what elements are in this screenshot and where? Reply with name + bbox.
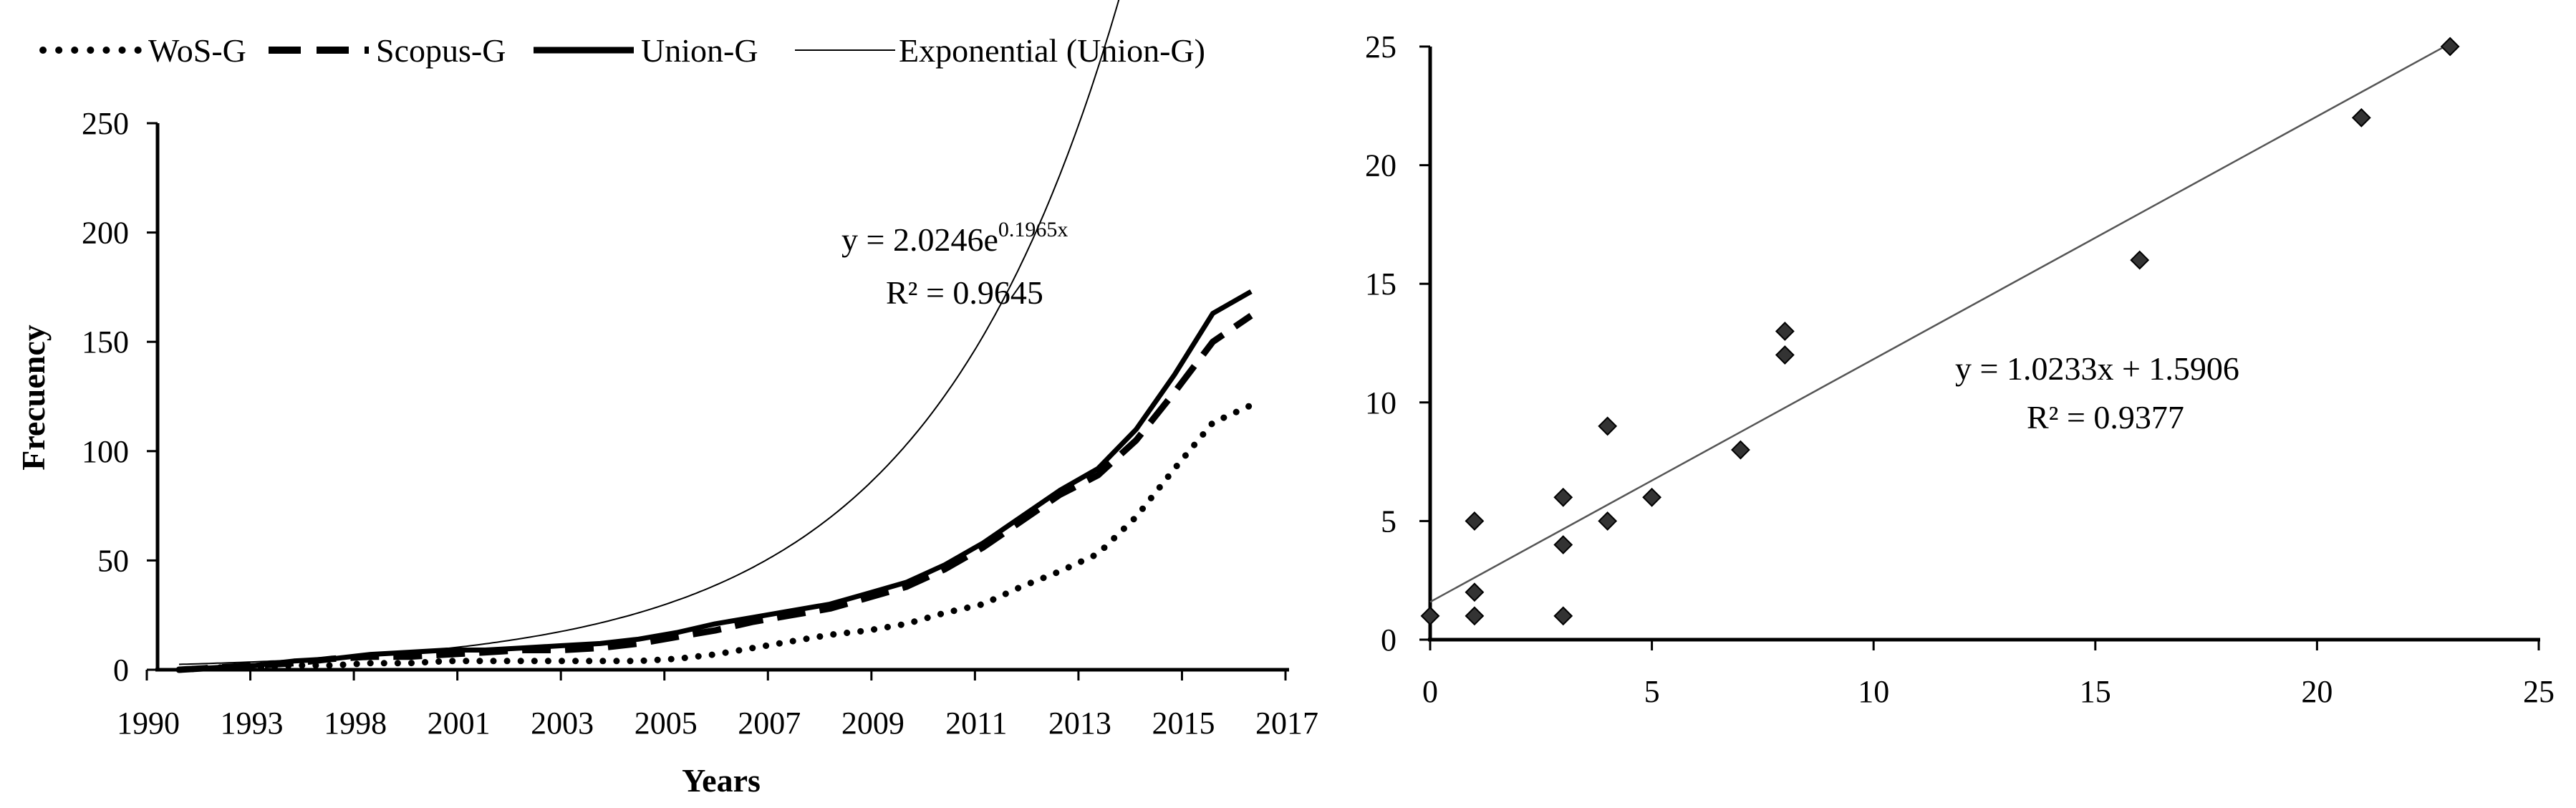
y-tick-label: 0: [1381, 622, 1396, 658]
trend-equation-base: y = 2.0246e: [841, 221, 998, 258]
line-chart: WoS-G Scopus-G Union-G Exponential (Unio…: [15, 0, 1318, 799]
scatter-point: [2351, 107, 2371, 128]
y-tick-label: 5: [1381, 504, 1396, 539]
scatter-point: [1420, 606, 1440, 626]
y-axis-ticks: 0 50 100 150 200 250: [82, 106, 158, 688]
y-tick-label: 0: [113, 653, 129, 688]
trend-r2-text: R² = 0.9377: [2027, 399, 2184, 436]
points-layer: [1420, 37, 2460, 626]
x-tick-label: 2015: [1152, 706, 1215, 741]
scatter-point: [1465, 511, 1485, 531]
trend-equation: y = 2.0246e0.1965x R² = 0.9645: [841, 218, 1068, 311]
y-axis-ticks: 0 5 10 15 20 25: [1365, 29, 1430, 658]
scatter-point: [1553, 487, 1573, 507]
legend-item-exponential-union-g: Exponential (Union-G): [795, 32, 1205, 69]
y-tick-label: 200: [82, 216, 129, 251]
scatter-point: [1642, 487, 1662, 507]
y-tick-label: 250: [82, 106, 129, 141]
y-tick-label: 100: [82, 434, 129, 469]
scatter-point: [1731, 440, 1750, 460]
scatter-point: [1553, 535, 1573, 554]
legend-label-wos-g: WoS-G: [148, 32, 246, 69]
legend-label-scopus-g: Scopus-G: [376, 32, 506, 69]
trendline-layer: [1429, 42, 2451, 603]
x-tick-label: 2009: [841, 706, 905, 741]
series-line-scopus-g: [178, 312, 1253, 673]
x-tick-label: 1993: [221, 706, 284, 741]
trend-equation: y = 1.0233x + 1.5906 R² = 0.9377: [1955, 350, 2239, 436]
y-tick-label: 50: [97, 543, 129, 578]
scatter-point: [1775, 345, 1795, 365]
y-tick-label: 10: [1365, 385, 1396, 420]
legend-label-union-g: Union-G: [641, 32, 758, 69]
y-tick-label: 25: [1365, 29, 1396, 64]
legend-label-exponential-union-g: Exponential (Union-G): [899, 32, 1205, 69]
x-tick-label: 1998: [324, 706, 387, 741]
x-tick-label: 1990: [117, 706, 180, 741]
y-tick-label: 20: [1365, 148, 1396, 183]
x-tick-label: 5: [1644, 674, 1660, 709]
x-tick-label: 0: [1422, 674, 1438, 709]
x-tick-label: 2003: [531, 706, 594, 741]
series-line-wos-g: [175, 402, 1255, 673]
scatter-point: [1465, 582, 1485, 602]
x-tick-label: 2011: [945, 706, 1007, 741]
x-tick-label: 20: [2301, 674, 2333, 709]
series-layer: [175, 0, 1255, 673]
trend-equation-text: y = 2.0246e0.1965x: [841, 218, 1068, 258]
scatter-chart: 0 5 10 15 20 25 0 5 10 15 20 25 y = 1.0233x + 1.59…: [1365, 29, 2555, 709]
x-tick-label: 2013: [1048, 706, 1111, 741]
scatter-point: [1598, 416, 1618, 436]
legend-item-union-g: Union-G: [534, 32, 758, 69]
scatter-point: [1775, 322, 1795, 341]
y-axis-title: Frecuency: [15, 324, 52, 471]
trend-r2-text: R² = 0.9645: [886, 274, 1043, 311]
scatter-point: [1598, 511, 1618, 531]
x-axis-title: Years: [682, 762, 761, 799]
legend-item-scopus-g: Scopus-G: [269, 32, 506, 69]
trendline: [1429, 42, 2451, 603]
scatter-point: [2440, 37, 2460, 57]
x-tick-label: 10: [1858, 674, 1889, 709]
scatter-point: [2130, 250, 2150, 270]
x-axis-ticks: 0 5 10 15 20 25: [1422, 640, 2555, 709]
series-line-exponential-union-g: [178, 0, 1120, 665]
x-tick-label: 2001: [428, 706, 491, 741]
y-tick-label: 150: [82, 324, 129, 360]
trend-equation-exponent: 0.1965x: [998, 218, 1068, 241]
legend: WoS-G Scopus-G Union-G Exponential (Unio…: [39, 32, 1205, 69]
x-tick-label: 25: [2523, 674, 2555, 709]
x-axis-ticks: 1990 1993 1998 2001 2003 2005 2007 2009 2011 2013…: [117, 670, 1318, 741]
legend-item-wos-g: WoS-G: [39, 32, 246, 69]
y-tick-label: 15: [1365, 266, 1396, 302]
scatter-point: [1553, 606, 1573, 626]
trend-equation-text: y = 1.0233x + 1.5906: [1955, 350, 2239, 387]
x-tick-label: 15: [2080, 674, 2111, 709]
x-tick-label: 2007: [738, 706, 801, 741]
x-tick-label: 2017: [1255, 706, 1318, 741]
scatter-point: [1465, 606, 1485, 626]
x-tick-label: 2005: [635, 706, 698, 741]
